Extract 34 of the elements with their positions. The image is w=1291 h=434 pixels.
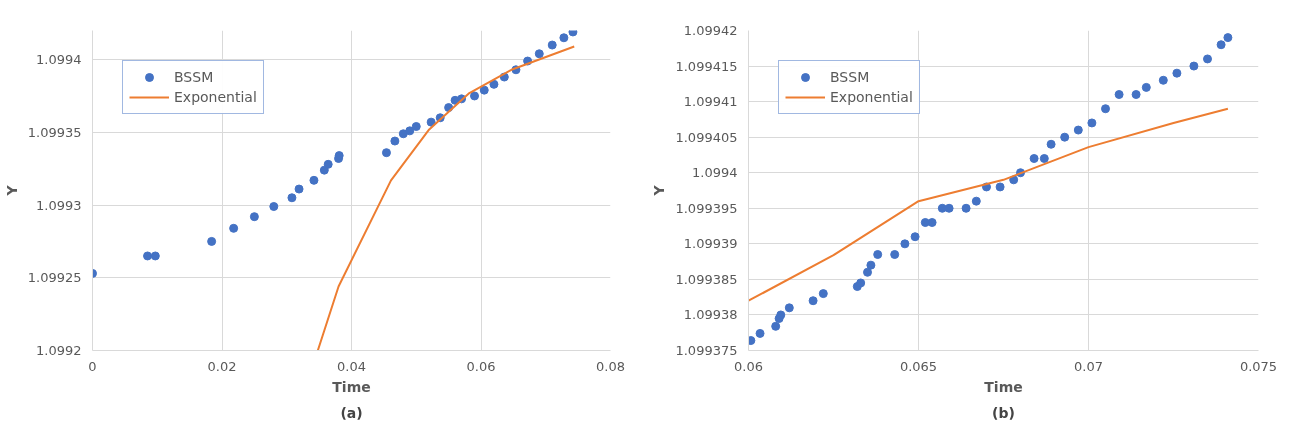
y-tick-label: 1.0994 — [36, 52, 82, 68]
legend-label: BSSM — [174, 69, 214, 85]
x-tick-label: 0.065 — [899, 358, 938, 374]
x-tick-label: 0.075 — [1239, 358, 1278, 374]
y-tick-label: 1.0994 — [692, 165, 738, 181]
text: (b) — [992, 404, 1015, 421]
y-tick-label: 1.09925 — [27, 270, 82, 286]
y-tick-label: 1.099395 — [675, 200, 738, 216]
x-tick-label: 0.08 — [596, 358, 625, 374]
y-tick-label: 1.0993 — [36, 197, 82, 213]
x-tick-label: 0.04 — [337, 358, 366, 374]
text: (a) — [340, 404, 363, 421]
x-axis-title: Time — [332, 378, 371, 395]
y-tick-label: 1.09939 — [683, 236, 738, 252]
y-tick-label: 1.09938 — [683, 307, 738, 323]
x-tick-label: 0.06 — [734, 358, 763, 374]
y-axis-title: Y — [651, 184, 668, 197]
y-tick-label: 1.099375 — [675, 343, 738, 358]
x-tick-label: 0.02 — [207, 358, 237, 374]
legend-label: Exponential — [174, 89, 257, 105]
legend-label: Exponential — [830, 89, 913, 105]
x-tick-label: 0.06 — [466, 358, 496, 374]
y-tick-label: 1.09941 — [683, 94, 738, 110]
x-tick-label: 0.07 — [1074, 358, 1103, 374]
x-axis-title: Time — [984, 378, 1023, 395]
legend-label: BSSM — [830, 69, 870, 85]
x-tick-label: 0 — [88, 358, 97, 374]
y-axis-title: Y — [3, 184, 20, 197]
y-tick-label: 1.099415 — [675, 58, 738, 74]
y-tick-label: 1.099385 — [675, 271, 738, 287]
y-tick-label: 1.099405 — [675, 129, 738, 145]
y-tick-label: 1.09935 — [27, 124, 82, 140]
y-tick-label: 1.0992 — [36, 343, 82, 358]
y-tick-label: 1.09942 — [683, 23, 738, 38]
